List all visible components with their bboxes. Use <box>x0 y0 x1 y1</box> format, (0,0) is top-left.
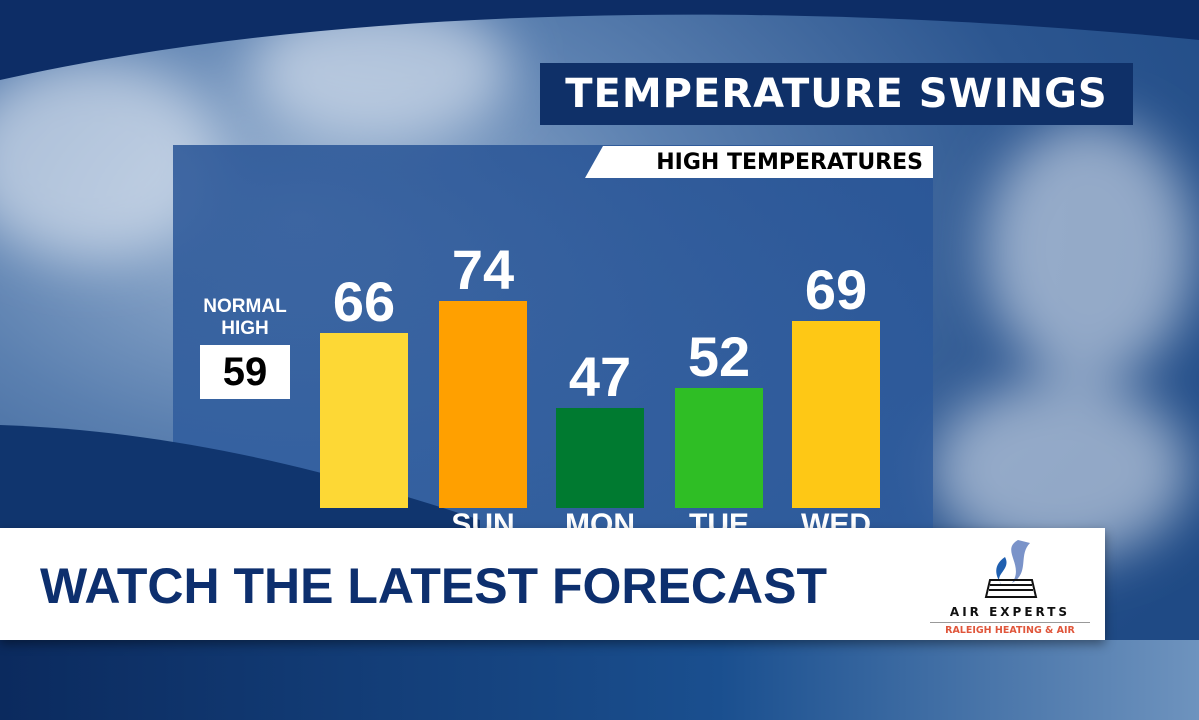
high-label: HIGH <box>221 318 269 339</box>
bar <box>556 408 644 508</box>
bar-value-label: 52 <box>687 325 751 389</box>
sponsor-logo: AIR EXPERTS RALEIGH HEATING & AIR <box>930 535 1090 636</box>
watch-forecast-link[interactable]: WATCH THE LATEST FORECAST <box>40 558 827 614</box>
bar-value-label: 74 <box>451 238 515 302</box>
chart-subtitle: HIGH TEMPERATURES <box>585 146 933 178</box>
graphic-title: TEMPERATURE SWINGS <box>540 63 1133 125</box>
day-label: SUN <box>451 508 515 530</box>
bar <box>792 321 880 508</box>
sponsor-name: AIR EXPERTS <box>949 605 1071 619</box>
bar <box>320 333 408 508</box>
bar <box>675 388 763 508</box>
decor-swoosh <box>0 0 1199 80</box>
day-label: MON <box>565 508 635 530</box>
normal-high-label: NORMAL HIGH <box>190 296 300 340</box>
bar-value-label: 47 <box>568 345 632 409</box>
day-label: TUE <box>689 508 749 530</box>
day-label: WED <box>801 508 871 530</box>
day-label <box>304 508 424 530</box>
normal-high-value: 59 <box>200 345 290 399</box>
bar-value-label: 66 <box>332 270 396 333</box>
sponsor-tagline: RALEIGH HEATING & AIR <box>930 622 1090 636</box>
flame-grille-icon <box>984 540 1038 598</box>
forecast-banner[interactable] <box>0 528 1105 640</box>
bar-value-label: 69 <box>804 258 868 322</box>
normal-label: NORMAL <box>203 296 287 317</box>
bar <box>439 301 527 508</box>
